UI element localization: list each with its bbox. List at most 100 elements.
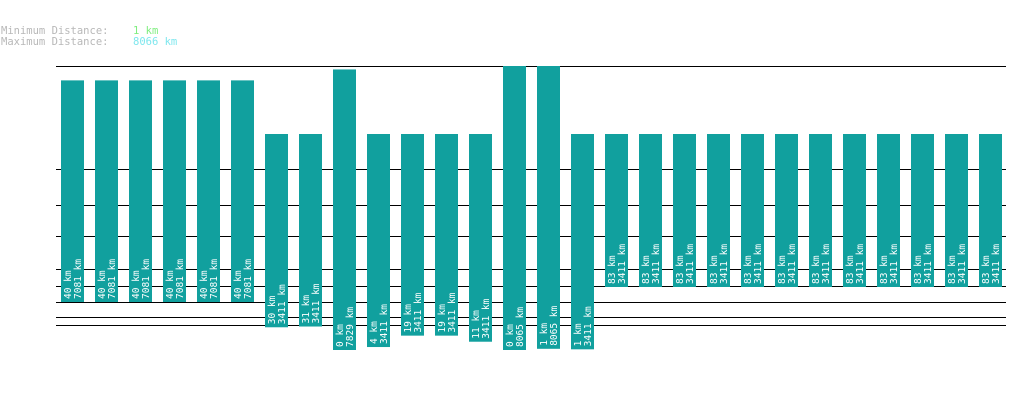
bar-min-label-20: 83 km <box>743 255 754 284</box>
bar-group-12: 11 km 3411 km <box>469 134 492 342</box>
bar-max-label-2: 7081 km <box>141 259 152 299</box>
bar-1 <box>95 80 118 302</box>
bar-group-25: 83 km 3411 km <box>911 134 934 287</box>
bar-group-14: 1 km 8065 km <box>537 66 560 349</box>
bar-min-label-17: 83 km <box>641 255 652 284</box>
bar-min-label-4: 40 km <box>199 270 210 299</box>
bar-max-label-11: 3411 km <box>447 292 458 332</box>
bar-18 <box>673 134 696 287</box>
bar-group-17: 83 km 3411 km <box>639 134 662 287</box>
bar-max-label-4: 7081 km <box>209 259 220 299</box>
bar-min-label-23: 83 km <box>845 255 856 284</box>
bar-max-label-0: 7081 km <box>73 259 84 299</box>
bar-max-label-5: 7081 km <box>243 259 254 299</box>
bar-min-label-27: 83 km <box>981 255 992 284</box>
bar-max-label-8: 7829 km <box>345 307 356 347</box>
bar-max-label-18: 3411 km <box>685 244 696 284</box>
bar-max-label-15: 3411 km <box>583 306 594 346</box>
bar-22 <box>809 134 832 287</box>
bar-group-15: 1 km 3411 km <box>571 134 594 350</box>
bar-min-label-22: 83 km <box>811 255 822 284</box>
bar-group-5: 40 km 7081 km <box>231 80 254 302</box>
bar-20 <box>741 134 764 287</box>
bar-24 <box>877 134 900 287</box>
bar-max-label-3: 7081 km <box>175 259 186 299</box>
bar-23 <box>843 134 866 287</box>
bar-12 <box>469 134 492 342</box>
bar-min-label-0: 40 km <box>63 270 74 299</box>
bar-max-label-6: 3411 km <box>277 284 288 324</box>
bar-group-24: 83 km 3411 km <box>877 134 900 287</box>
bar-min-label-2: 40 km <box>131 270 142 299</box>
bar-25 <box>911 134 934 287</box>
max-distance-row: Maximum Distance: 8066 km <box>1 37 177 48</box>
bar-min-label-21: 83 km <box>777 255 788 284</box>
bar-group-4: 40 km 7081 km <box>197 80 220 302</box>
bar-3 <box>163 80 186 302</box>
bar-group-2: 40 km 7081 km <box>129 80 152 302</box>
bar-4 <box>197 80 220 302</box>
bar-group-19: 83 km 3411 km <box>707 134 730 287</box>
bar-21 <box>775 134 798 287</box>
min-distance-label: Minimum Distance: <box>1 25 109 37</box>
bar-19 <box>707 134 730 287</box>
bar-group-11: 19 km 3411 km <box>435 134 458 336</box>
bar-max-label-24: 3411 km <box>889 244 900 284</box>
bar-max-label-16: 3411 km <box>617 244 628 284</box>
bar-max-label-27: 3411 km <box>991 244 1002 284</box>
bar-group-13: 0 km 8065 km <box>503 66 526 350</box>
bar-min-label-12: 11 km <box>471 310 482 339</box>
bar-min-label-7: 31 km <box>301 295 312 324</box>
bar-group-0: 40 km 7081 km <box>61 80 84 302</box>
bar-group-10: 19 km 3411 km <box>401 134 424 336</box>
bar-9 <box>367 134 390 348</box>
bar-group-3: 40 km 7081 km <box>163 80 186 302</box>
bar-8 <box>333 69 356 351</box>
bar-max-label-25: 3411 km <box>923 244 934 284</box>
bar-min-label-18: 83 km <box>675 255 686 284</box>
max-distance-value: 8066 km <box>133 36 178 48</box>
bar-group-23: 83 km 3411 km <box>843 134 866 287</box>
bar-group-1: 40 km 7081 km <box>95 80 118 302</box>
bar-14 <box>537 66 560 349</box>
bar-max-label-14: 8065 km <box>549 305 560 345</box>
distance-summary: Minimum Distance: 1 km Maximum Distance: 8… <box>1 26 177 48</box>
bar-group-20: 83 km 3411 km <box>741 134 764 287</box>
bar-max-label-22: 3411 km <box>821 244 832 284</box>
min-distance-value: 1 km <box>133 25 159 37</box>
bar-max-label-21: 3411 km <box>787 244 798 284</box>
bar-max-label-1: 7081 km <box>107 259 118 299</box>
bar-group-26: 83 km 3411 km <box>945 134 968 287</box>
bar-group-7: 31 km 3411 km <box>299 134 322 327</box>
bar-min-label-16: 83 km <box>607 255 618 284</box>
bar-min-label-25: 83 km <box>913 255 924 284</box>
bar-min-label-3: 40 km <box>165 270 176 299</box>
bar-max-label-17: 3411 km <box>651 244 662 284</box>
bar-group-16: 83 km 3411 km <box>605 134 628 287</box>
bar-max-label-7: 3411 km <box>311 283 322 323</box>
bar-min-label-5: 40 km <box>233 270 244 299</box>
bar-max-label-10: 3411 km <box>413 292 424 332</box>
bar-min-label-14: 1 km <box>539 323 550 346</box>
bar-max-label-13: 8065 km <box>515 307 526 347</box>
bar-max-label-9: 3411 km <box>379 304 390 344</box>
bar-min-label-24: 83 km <box>879 255 890 284</box>
min-distance-row: Minimum Distance: 1 km <box>1 26 177 37</box>
bar-group-27: 83 km 3411 km <box>979 134 1002 287</box>
bar-6 <box>265 134 288 328</box>
bar-group-9: 4 km 3411 km <box>367 134 390 348</box>
bar-5 <box>231 80 254 302</box>
bar-16 <box>605 134 628 287</box>
bar-max-label-19: 3411 km <box>719 244 730 284</box>
bar-27 <box>979 134 1002 287</box>
bar-26 <box>945 134 968 287</box>
bar-min-label-26: 83 km <box>947 255 958 284</box>
bar-max-label-26: 3411 km <box>957 244 968 284</box>
bar-min-label-6: 30 km <box>267 295 278 324</box>
bar-max-label-20: 3411 km <box>753 244 764 284</box>
bar-min-label-13: 0 km <box>505 324 516 347</box>
bar-group-6: 30 km 3411 km <box>265 134 288 328</box>
bar-11 <box>435 134 458 336</box>
bar-min-label-8: 0 km <box>335 324 346 347</box>
